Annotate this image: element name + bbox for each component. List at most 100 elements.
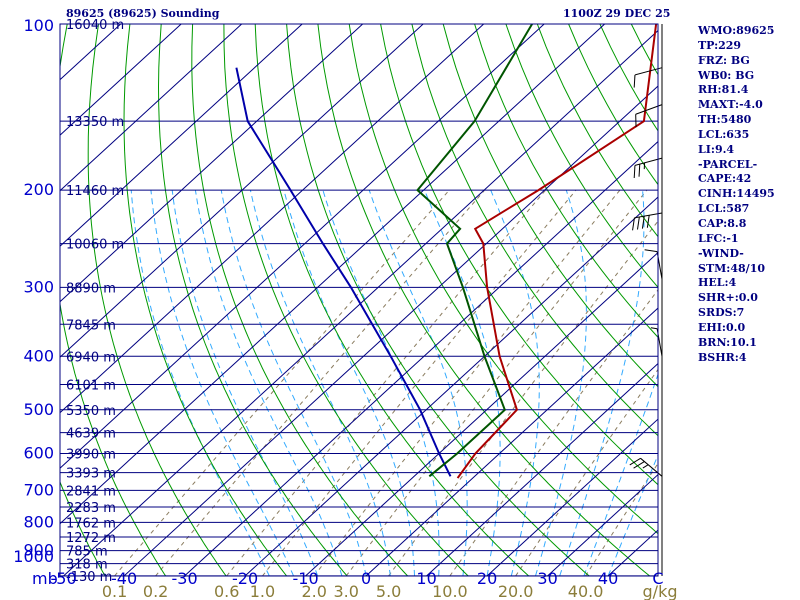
mixing-ratio-line [449,289,658,576]
height-label: 6101 m [66,379,116,394]
isotherm-line [60,24,303,247]
stability-index-item: MAXT:-4.0 [698,98,763,112]
station-title: 89625 (89625) Sounding [66,7,220,20]
pressure-tick-label: 200 [23,180,54,199]
mixing-ratio-tick-label: 2.0 [301,582,326,600]
wind-barb-feather [633,74,636,88]
wind-barb-feather [633,461,645,469]
mixing-ratio-line [388,220,658,576]
isotherm-line [426,362,658,576]
pressure-tick-label: 600 [23,443,54,462]
pressure-unit-label: mb [32,569,58,588]
temperature-tick-label: 30 [537,569,557,588]
height-label: 16040 m [66,18,124,33]
wind-barb-feather [646,215,650,228]
height-label: 1762 m [66,516,116,531]
stability-index-item: TP:229 [698,38,742,52]
dry-adiabat-line [788,24,800,576]
mixing-ratio-line [585,462,658,576]
height-label: 13350 m [66,115,124,130]
mixing-ratio-tick-label: 0.1 [102,582,127,600]
isotherm-line [244,196,658,576]
mixing-ratio-tick-label: 10.0 [432,582,468,600]
isotherm-line [63,29,658,576]
mixing-ratio-tick-label: 0.2 [143,582,168,600]
isotherm-line [60,24,182,136]
wind-barb-feather [638,164,641,177]
temperature-tick-label: -30 [172,569,198,588]
height-label: 7845 m [66,318,116,333]
stability-index-item: LCL:635 [698,127,750,141]
mixing-ratio-line [155,189,486,576]
stability-index-item: TH:5480 [698,113,752,127]
pressure-tick-label: 300 [23,277,54,296]
mixing-ratio-tick-label: 20.0 [498,582,534,600]
height-label: -130 m [66,570,112,585]
moist-adiabat-line [490,189,540,576]
stability-index-item: -PARCEL- [698,157,758,171]
mixing-ratio-tick-label: 5.0 [376,582,401,600]
wind-barb-feather [641,216,645,229]
temperature-tick-label: 10 [416,569,436,588]
mixing-ratio-unit-label: g/kg [643,582,678,600]
stability-index-item: LCL:587 [698,202,750,216]
stability-index-item: SHR+:0.0 [698,291,758,305]
temperature-unit-label: C [652,569,663,588]
stability-index-item: STM:48/10 [698,261,765,275]
temperature-tick-label: 40 [598,569,618,588]
dewpoint-trace [416,24,533,478]
isotherm-line [60,24,545,469]
stability-index-item: FRZ: BG [698,53,750,67]
temperature-tick-label: -20 [232,569,258,588]
height-label: 11460 m [66,184,124,199]
stability-index-item: CAPE:42 [698,172,752,186]
temperature-tick-label: -50 [51,569,77,588]
wind-barb-feather [633,165,636,179]
stability-index-item: SRDS:7 [698,306,745,320]
temperature-tick-label: 0 [361,569,371,588]
stability-index-item: BRN:10.1 [698,335,757,349]
wind-barb-feather [629,457,641,466]
height-label: 2841 m [66,484,116,499]
moist-adiabat-line [559,190,645,576]
mixing-ratio-line [515,368,658,576]
height-label: 3393 m [66,467,116,482]
pressure-tick-label: 700 [23,480,54,499]
isotherm-line [365,307,658,576]
stability-index-item: BSHR:4 [698,350,747,364]
stability-index-item: WMO:89625 [698,24,775,37]
stability-index-item: CAP:8.8 [698,216,747,230]
stability-index-item: LFC:-1 [698,231,739,245]
mixing-ratio-tick-label: 40.0 [568,582,604,600]
height-label: 2283 m [66,501,116,516]
stability-index-item: -WIND- [698,246,744,260]
wind-barb-half-feather [642,464,649,469]
isotherm-line [60,24,364,303]
dry-adiabat-line [191,24,408,576]
pressure-tick-label: 100 [23,16,54,35]
height-label: 1272 m [66,531,116,546]
sounding-time: 1100Z 29 DEC 25 [563,7,671,20]
height-label: 318 m [66,558,108,573]
pressure-tick-label: 1000 [13,547,54,566]
isotherm-line [184,140,658,576]
height-label: 8890 m [66,281,116,296]
isotherm-line [486,418,658,576]
moist-adiabat-line [249,189,391,576]
mixing-ratio-line [114,189,450,576]
temperature-tick-label: -40 [111,569,137,588]
dry-adiabat-line [223,24,469,576]
stability-index-item: LI:9.4 [698,142,735,156]
mixing-ratio-line [262,189,577,576]
isotherm-line [123,85,658,576]
wind-barb-half-feather [650,327,658,330]
stability-index-item: RH:81.4 [698,83,749,97]
dry-adiabats [60,24,800,576]
moist-adiabat-line [220,190,367,576]
temperature-tick-label: 20 [477,569,497,588]
stability-index-item: WB0: BG [698,68,755,82]
temperature-tick-label: -10 [293,569,319,588]
temperature-trace [456,24,658,479]
